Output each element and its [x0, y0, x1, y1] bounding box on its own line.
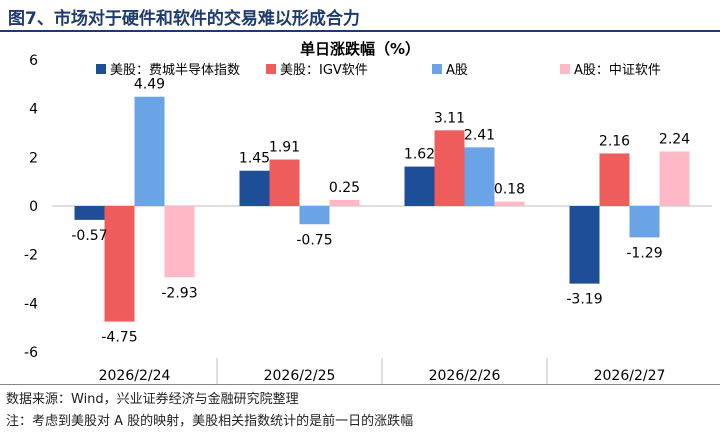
data-label: -3.19 [566, 292, 602, 308]
y-tick-label: 2 [29, 150, 38, 166]
data-label: 1.91 [269, 140, 300, 156]
legend-swatch [266, 64, 276, 74]
y-tick-label: 6 [29, 53, 38, 69]
data-label: 2.41 [464, 127, 495, 143]
data-label: -2.93 [161, 285, 197, 301]
x-tick-label: 2026/2/24 [99, 368, 171, 384]
y-tick-label: 0 [29, 199, 38, 215]
data-label: -0.57 [71, 228, 107, 244]
bar [299, 206, 330, 225]
bar [269, 159, 300, 206]
x-tick-label: 2026/2/25 [264, 368, 336, 384]
y-tick-label: -6 [24, 345, 38, 361]
bar [569, 206, 600, 284]
chart-title: 单日涨跌幅（%） [300, 40, 420, 58]
data-label: 3.11 [434, 110, 465, 126]
x-tick-label: 2026/2/26 [429, 368, 501, 384]
bar [164, 206, 195, 278]
data-label: 0.25 [329, 180, 360, 196]
bar [329, 199, 360, 206]
bar [629, 206, 660, 238]
bars [74, 96, 690, 322]
legend-label: A股：中证软件 [574, 63, 661, 78]
x-tick-label: 2026/2/27 [594, 368, 666, 384]
legend-label: 美股：费城半导体指数 [110, 63, 240, 78]
bar [659, 151, 690, 206]
y-tick-label: -4 [24, 296, 38, 312]
data-label: -1.29 [626, 245, 662, 261]
bar [134, 96, 165, 206]
bar [104, 206, 135, 322]
legend-swatch [96, 64, 106, 74]
y-tick-label: -2 [24, 248, 38, 264]
bar [239, 170, 270, 206]
data-label: -4.75 [101, 330, 137, 346]
bar [404, 166, 435, 206]
data-label: 1.45 [239, 151, 270, 167]
data-label: 1.62 [404, 147, 435, 163]
bar [494, 201, 525, 206]
data-label: 2.16 [599, 133, 630, 149]
data-label: -0.75 [296, 232, 332, 248]
data-label: 0.18 [494, 182, 525, 198]
footnote: 注：考虑到美股对 A 股的映射，美股相关指数统计的是前一日的涨跌幅 [6, 414, 414, 429]
bar [599, 153, 630, 206]
bar [464, 147, 495, 206]
bottom-divider [0, 384, 720, 385]
legend: 美股：费城半导体指数 美股：IGV软件 A股 A股：中证软件 [96, 63, 661, 78]
y-tick-label: 4 [29, 102, 38, 118]
data-labels: -0.57 1.45 1.62 -3.19 -4.75 1.91 3.11 2.16 4.49 -… [71, 77, 690, 346]
legend-label: A股 [446, 63, 468, 78]
title-divider [0, 30, 720, 32]
figure-title: 图7、市场对于硬件和软件的交易难以形成合力 [8, 9, 360, 29]
source-note: 数据来源：Wind，兴业证券经济与金融研究院整理 [6, 392, 299, 407]
bar [434, 130, 465, 206]
legend-label: 美股：IGV软件 [280, 63, 368, 78]
data-label: 4.49 [134, 77, 165, 93]
bar [74, 206, 105, 220]
legend-swatch [560, 64, 570, 74]
x-axis: 2026/2/24 2026/2/25 2026/2/26 2026/2/27 [99, 358, 666, 384]
bar-chart: 单日涨跌幅（%） 美股：费城半导体指数 美股：IGV软件 A股 A股：中证软件 -6 -… [24, 40, 712, 384]
legend-swatch [432, 64, 442, 74]
data-label: 2.24 [659, 131, 690, 147]
